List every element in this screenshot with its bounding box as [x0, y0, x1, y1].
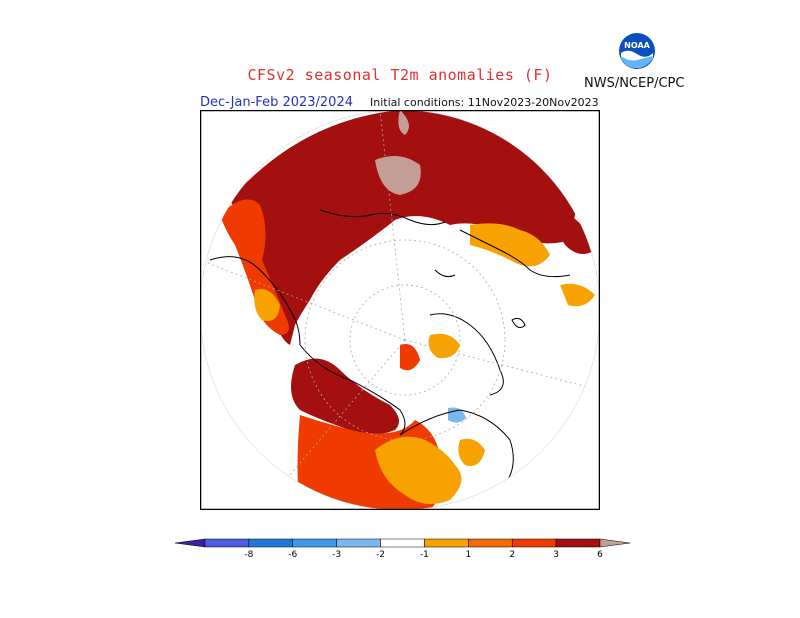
noaa-logo: NOAA: [619, 33, 655, 69]
anomaly-region-dark-red-north: [230, 110, 580, 345]
colorbar-bin: [292, 538, 337, 548]
organization-label: NWS/NCEP/CPC: [584, 76, 685, 91]
colorbar-arrow-low: [175, 538, 206, 548]
anomaly-region-red-east: [558, 210, 595, 254]
anomaly-region-orange-center: [428, 333, 460, 359]
polar-map: [200, 110, 600, 510]
colorbar-tick-label: -2: [376, 550, 385, 560]
colorbar-bin: [248, 538, 294, 548]
logo-text: NOAA: [624, 41, 650, 50]
colorbar-tick-label: -8: [244, 550, 253, 560]
colorbar-bin: [336, 538, 381, 548]
colorbar-tick-label: 6: [597, 550, 603, 560]
colorbar-bin: [555, 538, 601, 548]
colorbar-tick-label: -3: [332, 550, 341, 560]
map-title: CFSv2 seasonal T2m anomalies (F): [247, 66, 553, 84]
anomaly-region-orange-south-east: [458, 438, 485, 466]
land-outlines: [209, 209, 571, 491]
colorbar-tick-label: -1: [420, 550, 429, 560]
anomaly-region-orange-far-east: [560, 283, 595, 307]
colorbar-tick-label: -6: [288, 550, 297, 560]
colorbar-tick-label: 3: [553, 550, 559, 560]
colorbar-labels: -8-6-3-2-112368: [244, 550, 603, 560]
colorbar-arrow-high: [599, 538, 630, 548]
colorbar-bin: [380, 538, 425, 548]
anomaly-field: [220, 110, 595, 510]
anomaly-region-dark-red-south: [291, 358, 399, 435]
anomaly-region-orange-west: [254, 289, 280, 321]
colorbar-bins: [175, 538, 630, 548]
anomaly-region-orange-south: [375, 436, 462, 504]
colorbar-bin: [511, 538, 557, 548]
colorbar: -8-6-3-2-112368: [175, 538, 630, 560]
anomaly-region-orange-east: [470, 223, 550, 267]
map-frame: [200, 110, 600, 510]
anomaly-region-pink-small: [398, 110, 409, 135]
colorbar-tick-label: 2: [509, 550, 515, 560]
season-label: Dec-Jan-Feb 2023/2024: [200, 95, 353, 110]
initial-conditions-label: Initial conditions: 11Nov2023-20Nov2023: [370, 96, 599, 109]
colorbar-bin: [424, 538, 469, 548]
anomaly-region-red-center: [400, 344, 420, 371]
colorbar-bin: [204, 538, 250, 548]
colorbar-bin: [468, 538, 513, 548]
colorbar-tick-label: 1: [465, 550, 471, 560]
